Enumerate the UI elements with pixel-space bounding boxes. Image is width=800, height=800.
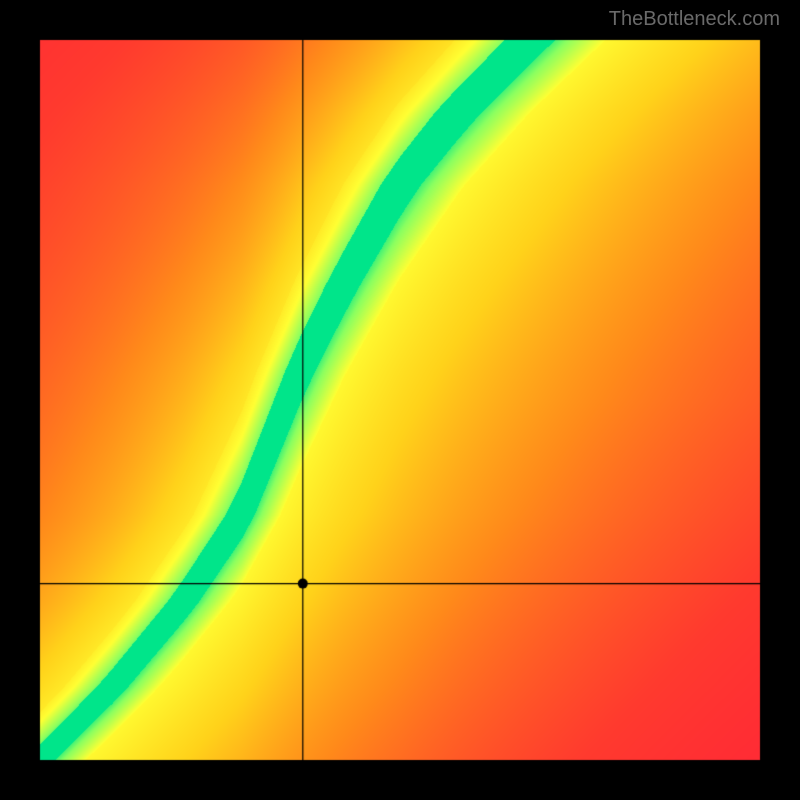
chart-container: TheBottleneck.com <box>0 0 800 800</box>
attribution-text: TheBottleneck.com <box>609 8 780 31</box>
heatmap-canvas <box>0 0 800 800</box>
